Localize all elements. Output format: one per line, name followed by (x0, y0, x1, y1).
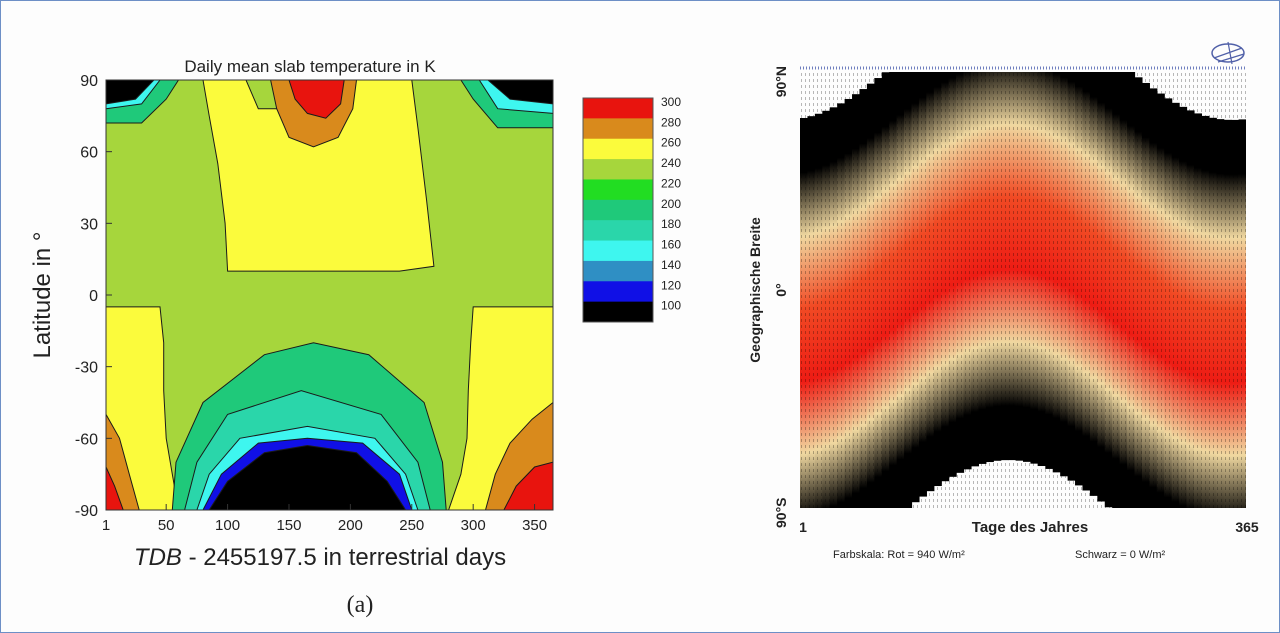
chart-title-left: Daily mean slab temperature in K (184, 57, 436, 76)
colorbar-label: 100 (661, 299, 681, 313)
colorbar-label: 280 (661, 115, 681, 129)
x-tick-365: 365 (1235, 519, 1259, 535)
x-tick-label: 350 (522, 517, 547, 534)
x-tick-label: 250 (399, 517, 424, 534)
y-axis-label-right: Geographische Breite (747, 217, 763, 363)
colorbar-swatch (583, 261, 653, 282)
y-axis-label-left: Latitude in ° (29, 231, 56, 358)
y-tick-90S: 90°S (773, 497, 789, 528)
y-tick-label: -30 (75, 360, 98, 377)
colorbar-label: 220 (661, 176, 681, 190)
y-tick-label: -90 (75, 503, 98, 520)
colorbar-swatch (583, 302, 653, 323)
colorbar-swatch (583, 241, 653, 262)
colorbar-label: 160 (661, 238, 681, 252)
legend-red: Farbskala: Rot = 940 W/m² (833, 549, 965, 561)
colorbar-label: 120 (661, 278, 681, 292)
colorbar-swatch (583, 118, 653, 139)
colorbar-swatch (583, 159, 653, 180)
colorbar-swatch (583, 200, 653, 221)
x-tick-label: 200 (338, 517, 363, 534)
y-tick-90N: 90°N (773, 66, 789, 97)
x-tick-label: 300 (461, 517, 486, 534)
x-tick-label: 150 (276, 517, 301, 534)
x-tick-label: 100 (215, 517, 240, 534)
globe-logo-icon (1208, 40, 1248, 66)
x-tick-label: 50 (158, 517, 175, 534)
y-tick-label: 30 (80, 216, 98, 233)
colorbar-label: 180 (661, 217, 681, 231)
dot-texture (800, 72, 1246, 508)
colorbar-swatch (583, 139, 653, 160)
colorbar-swatch (583, 281, 653, 302)
colorbar-label: 140 (661, 258, 681, 272)
y-tick-label: 0 (89, 288, 98, 305)
contour-regions (106, 80, 553, 510)
colorbar: 300 280 260 240 220 200 180 160 140 120 100 (583, 95, 681, 323)
colorbar-label: 240 (661, 156, 681, 170)
y-tick-label: 90 (80, 73, 98, 90)
colorbar-swatch (583, 179, 653, 200)
y-tick-0: 0° (773, 283, 789, 296)
y-tick-label: -60 (75, 431, 98, 448)
figure-caption: (a) (320, 592, 400, 619)
colorbar-swatch (583, 98, 653, 119)
insolation-chart: 90°N 0° 90°S Geographische Breite 1 Tage… (720, 0, 1280, 633)
colorbar-label: 260 (661, 136, 681, 150)
colorbar-label: 200 (661, 197, 681, 211)
x-axis-label-right: Tage des Jahres (972, 519, 1088, 536)
x-axis-label-left: TDB - 2455197.5 in terrestrial days (134, 544, 506, 571)
x-tick-label: 1 (102, 517, 110, 534)
colorbar-label: 300 (661, 95, 681, 109)
y-tick-label: 60 (80, 145, 98, 162)
colorbar-swatch (583, 220, 653, 241)
x-tick-1: 1 (799, 519, 807, 535)
legend-black: Schwarz = 0 W/m² (1075, 549, 1165, 561)
temperature-contour-chart: Daily mean slab temperature in K 1 50 100 1… (0, 0, 720, 633)
